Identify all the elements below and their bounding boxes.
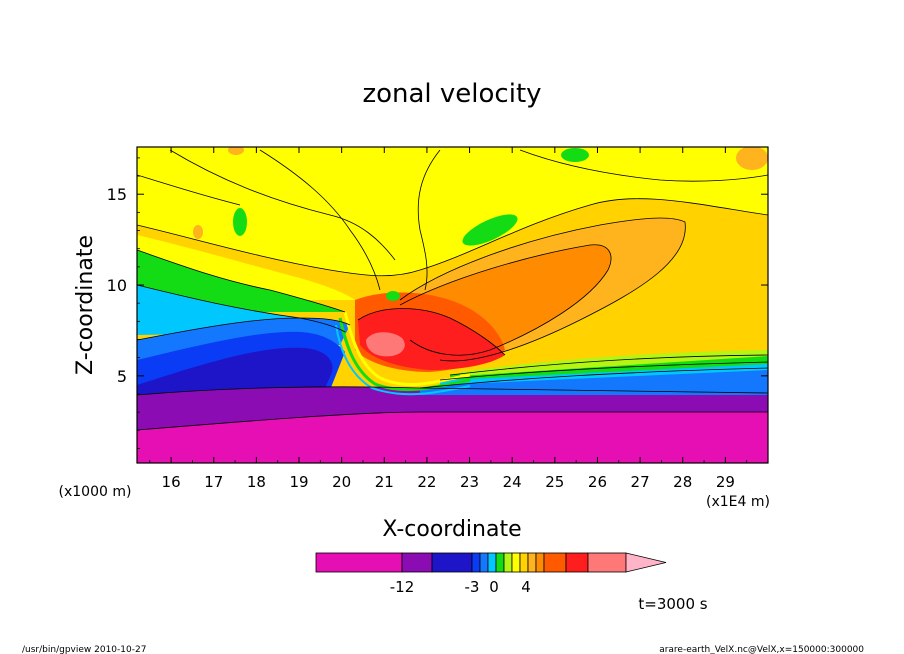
x-tick-label: 25: [545, 473, 564, 491]
colorbar-segment: [503, 552, 513, 573]
blob-green-core: [386, 291, 400, 301]
colorbar-tick-labels: -12 -3 0 4: [390, 578, 531, 596]
blob-orange-left: [193, 225, 203, 239]
colorbar-segment: [543, 552, 567, 573]
colorbar-segment: [401, 552, 433, 573]
x-tick-label: 20: [332, 473, 351, 491]
footer-left: /usr/bin/gpview 2010-10-27: [22, 645, 146, 654]
colorbar-segment: [315, 552, 403, 573]
x-tick-label: 21: [375, 473, 394, 491]
blob-green-top: [561, 148, 589, 162]
blob-orange-topleft: [228, 147, 244, 155]
x-tick-label: 19: [289, 473, 308, 491]
colorbar-segment: [519, 552, 529, 573]
x-tick-label: 29: [716, 473, 735, 491]
colorbar-segment: [511, 552, 521, 573]
band-right-blue: [420, 368, 768, 395]
x-axis-unit: (x1E4 m): [706, 494, 770, 510]
contour-field: [137, 147, 768, 463]
y-tick-label: 10: [107, 276, 127, 295]
y-tick-label: 5: [117, 367, 127, 386]
x-axis-label: X-coordinate: [382, 517, 521, 542]
x-tick-label: 27: [631, 473, 650, 491]
blob-orange-topright: [736, 147, 768, 170]
band-core-pink: [366, 332, 405, 357]
colorbar-segment: [471, 552, 481, 573]
colorbar-tick-label: 0: [489, 578, 499, 596]
x-tick-label: 24: [503, 473, 522, 491]
colorbar-segment: [479, 552, 489, 573]
x-tick-label: 16: [162, 473, 181, 491]
x-tick-label: 23: [460, 473, 479, 491]
colorbar-segment: [487, 552, 497, 573]
plot-frame: [136, 146, 769, 464]
time-annotation: t=3000 s: [638, 595, 707, 613]
colorbar-tick-label: 4: [521, 578, 531, 596]
y-tick-label: 15: [107, 185, 127, 204]
x-tick-label: 18: [247, 473, 266, 491]
colorbar-extend-arrow: [625, 552, 667, 573]
x-tick-label: 22: [417, 473, 436, 491]
x-axis-ticks: 16 17 18 19 20 21 22 23 24 25 26 27 28 29: [149, 147, 748, 491]
x-tick-label: 28: [673, 473, 692, 491]
contour-lines: [137, 149, 768, 431]
band-upper-yellow: [137, 147, 768, 276]
colorbar-segment: [431, 552, 473, 573]
x-tick-label: 17: [204, 473, 223, 491]
footer-right: arare-earth_VelX.nc@VelX,x=150000:300000: [659, 645, 864, 654]
band-core-cyan-ring: [335, 324, 471, 396]
x-tick-label: 26: [588, 473, 607, 491]
colorbar-tick-label: -3: [465, 578, 480, 596]
blob-green-left: [233, 208, 247, 236]
y-axis-ticks: 5 10 15: [107, 157, 768, 449]
blob-green-upper: [462, 214, 518, 246]
colorbar-segment: [535, 552, 545, 573]
colorbar-segment: [565, 552, 589, 573]
colorbar-segment: [495, 552, 505, 573]
colorbar-segment: [527, 552, 537, 573]
colorbar-tick-label: -12: [390, 578, 415, 596]
y-axis-label: Z-coordinate: [73, 235, 98, 375]
colorbar-segment: [587, 552, 627, 573]
band-core-yellow-ring: [343, 311, 471, 386]
band-bottom-magenta: [137, 412, 768, 463]
y-axis-unit: (x1000 m): [59, 484, 132, 500]
colorbar: [315, 552, 667, 573]
chart-title: zonal velocity: [362, 79, 541, 109]
